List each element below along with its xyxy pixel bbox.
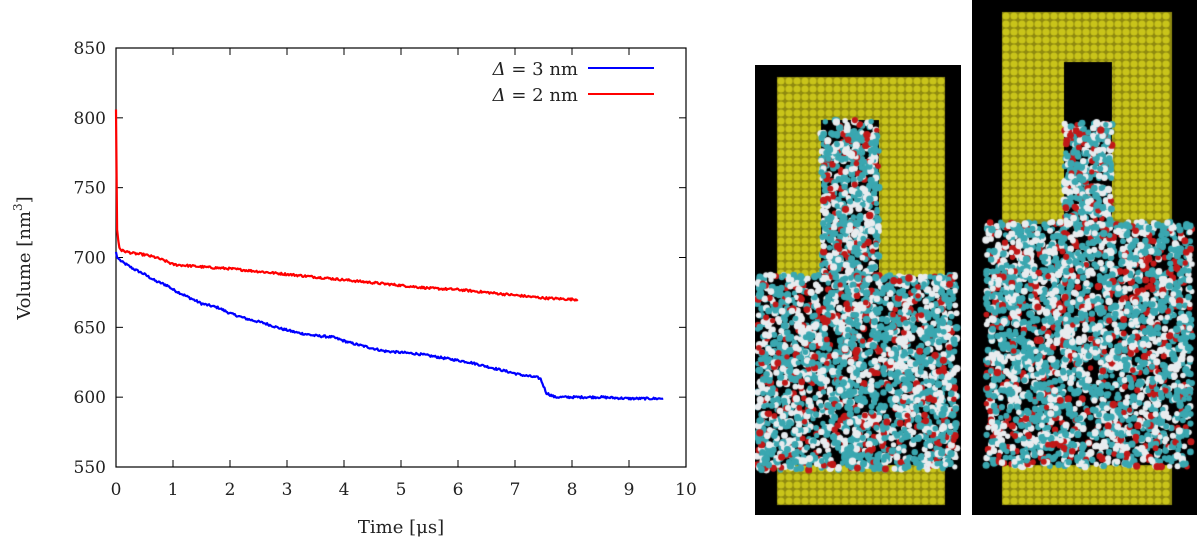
series-line-delta2: [114, 109, 579, 302]
y-axis-label: Volume [nm3]: [11, 196, 35, 320]
snapshot-delta3: [755, 65, 961, 515]
axis-ticks: [115, 47, 687, 468]
tick-labels: 0 1 2 3 4 5 6 7 8 9 10 550 600 650 700 750 800 850: [74, 39, 697, 500]
x-tick-label-4: 4: [339, 480, 350, 500]
y-axis-label-sup: 3: [11, 203, 25, 211]
y-tick-label-750: 750: [74, 179, 106, 199]
legend-label-delta2: Δ = 2 nm: [492, 85, 578, 106]
snapshot-delta2-image: [972, 0, 1197, 515]
y-tick-label-600: 600: [74, 388, 106, 408]
x-tick-label-0: 0: [111, 480, 122, 500]
snapshot-delta3-image: [755, 65, 961, 515]
plot-frame: [115, 47, 687, 468]
series-line-delta3: [114, 251, 664, 401]
x-axis-label: Time [μs]: [358, 517, 444, 538]
volume-time-chart: 0 1 2 3 4 5 6 7 8 9 10 550 600 650 700 750 800 850 Time […: [11, 39, 697, 538]
x-tick-label-8: 8: [567, 480, 578, 500]
x-tick-label-1: 1: [168, 480, 179, 500]
series-lines: [114, 109, 664, 401]
x-tick-label-6: 6: [453, 480, 464, 500]
x-tick-label-7: 7: [510, 480, 521, 500]
y-tick-label-850: 850: [74, 39, 106, 59]
snapshot-delta2: [972, 0, 1197, 515]
y-tick-label-550: 550: [74, 458, 106, 478]
legend: Δ = 3 nm Δ = 2 nm: [492, 59, 654, 106]
y-tick-label-650: 650: [74, 318, 106, 338]
y-tick-label-700: 700: [74, 249, 106, 269]
x-tick-label-3: 3: [282, 480, 293, 500]
x-tick-label-9: 9: [624, 480, 635, 500]
y-axis-label-main: Volume [nm: [14, 211, 35, 321]
x-tick-label-10: 10: [675, 480, 697, 500]
y-axis-label-close: ]: [14, 196, 35, 203]
x-tick-label-5: 5: [396, 480, 407, 500]
legend-label-delta3: Δ = 3 nm: [492, 59, 578, 80]
x-tick-label-2: 2: [225, 480, 236, 500]
y-tick-label-800: 800: [74, 109, 106, 129]
